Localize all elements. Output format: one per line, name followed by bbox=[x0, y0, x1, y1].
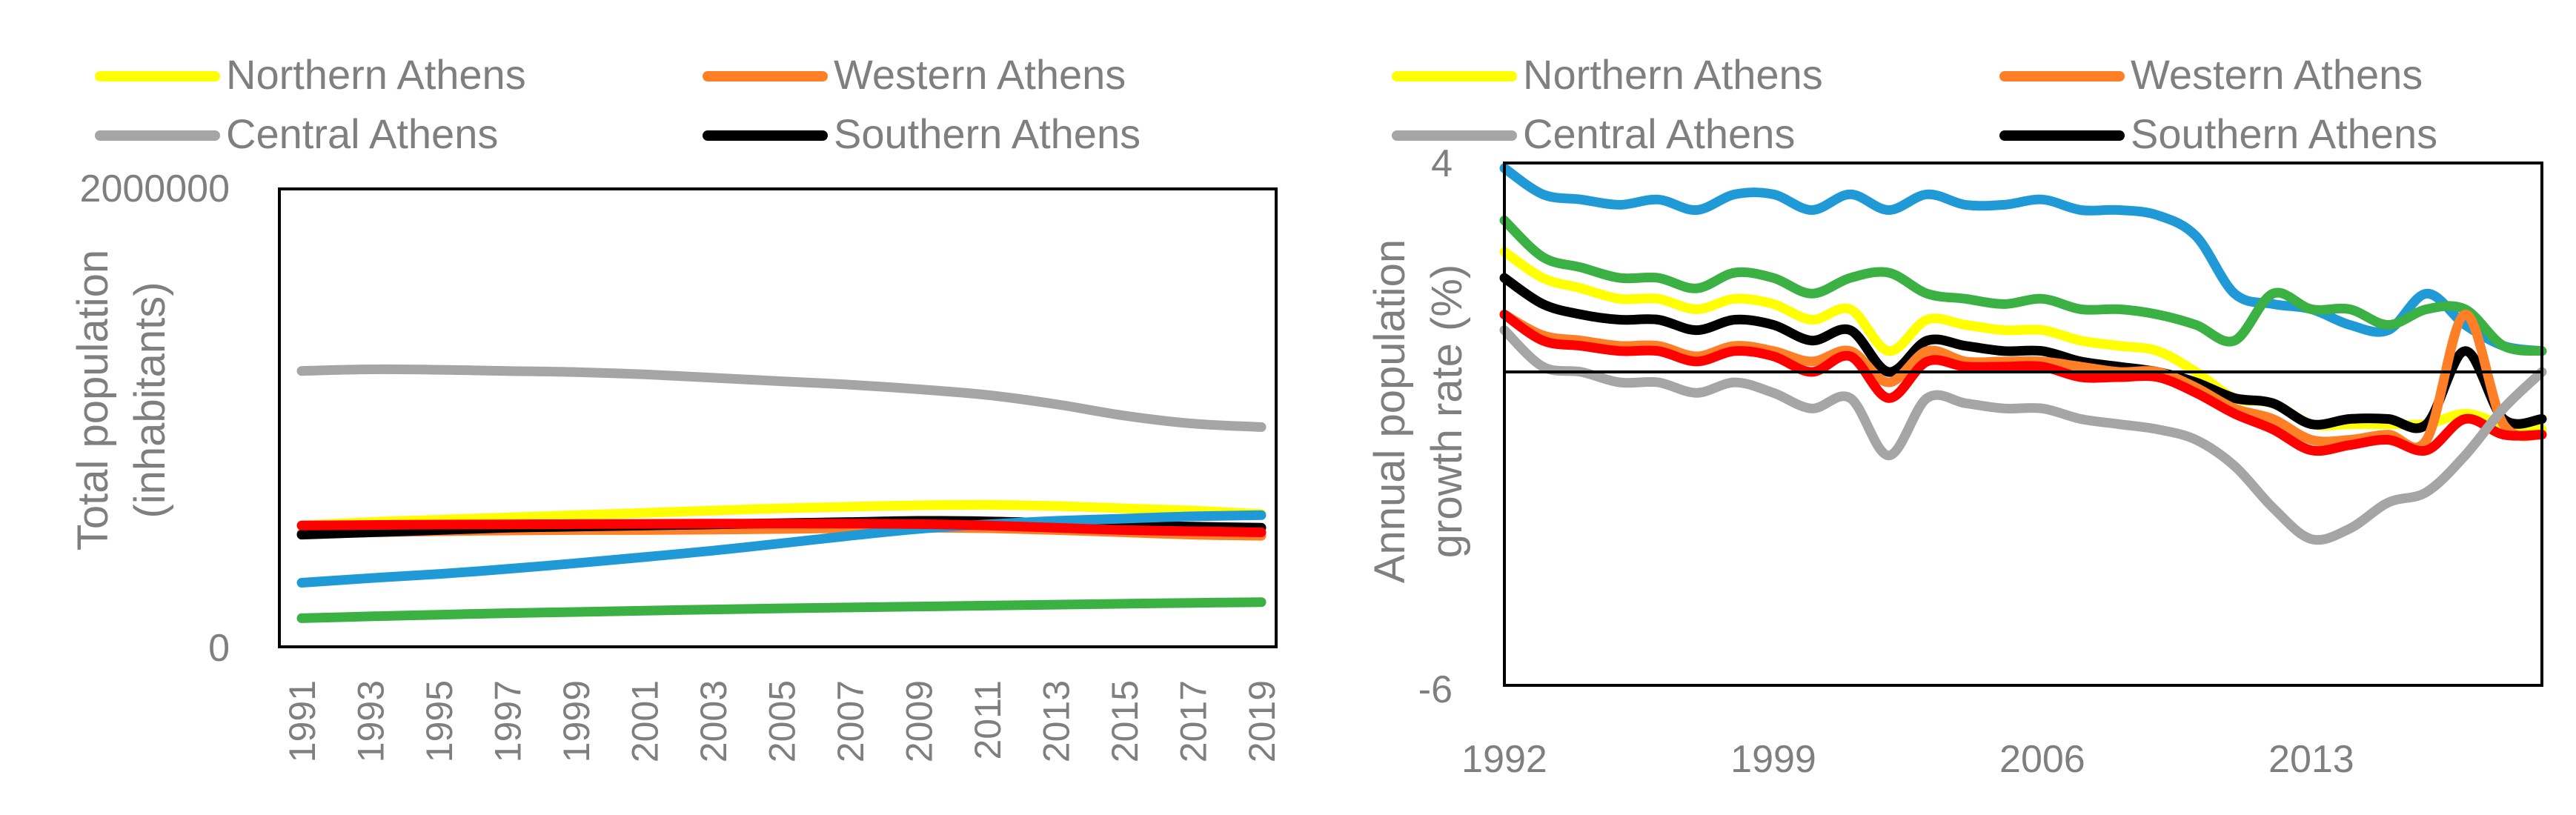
right-series-line-unlabeled-3bb043 bbox=[1499, 216, 2547, 356]
left-x-tick-label: 2003 bbox=[693, 680, 734, 762]
right-y-tick-label-bottom: -6 bbox=[1418, 668, 1453, 711]
left-x-tick-label: 2007 bbox=[830, 680, 872, 762]
right-x-tick-label: 1999 bbox=[1730, 738, 1816, 781]
left-x-tick-label: 2009 bbox=[899, 680, 940, 762]
left-x-tick-label: 1993 bbox=[351, 680, 392, 762]
left-series-line-unlabeled-3bb043 bbox=[296, 597, 1267, 623]
left-x-tick-label: 2005 bbox=[762, 680, 803, 762]
right-legend-label-western: Western Athens bbox=[2131, 51, 2423, 98]
right-series-line-southern-athens bbox=[1499, 273, 2547, 433]
right-x-tick-label: 1992 bbox=[1461, 738, 1547, 781]
left-legend: Northern Athens Western Athens Central A… bbox=[95, 51, 1141, 157]
right-y-axis-label-line2: growth rate (%) bbox=[1423, 265, 1471, 558]
right-legend: Northern Athens Western Athens Central A… bbox=[1392, 51, 2437, 157]
right-series-line-northern-athens bbox=[1499, 247, 2547, 434]
left-y-tick-label-bottom: 0 bbox=[208, 627, 230, 670]
left-legend-label-northern: Northern Athens bbox=[226, 51, 526, 98]
left-x-tick-labels: 1991 1993 1995 1997 1999 2001 2003 2005 2007 2009… bbox=[282, 680, 1283, 762]
right-legend-label-central: Central Athens bbox=[1523, 110, 1795, 157]
right-series-line-unlabeled-1f9ad6 bbox=[1499, 163, 2547, 356]
left-series-line-unlabeled-ff0000 bbox=[296, 519, 1267, 537]
right-chart: Northern Athens Western Athens Central A… bbox=[1366, 51, 2547, 781]
left-y-axis-label-line1: Total population bbox=[69, 250, 117, 550]
left-x-tick-label: 2011 bbox=[967, 680, 1009, 760]
left-series-line-central-athens bbox=[296, 364, 1267, 432]
left-series-line-unlabeled-1f9ad6 bbox=[296, 510, 1267, 588]
left-x-tick-label: 2019 bbox=[1241, 680, 1283, 762]
right-series-group bbox=[1499, 163, 2547, 545]
right-y-tick-label-top: 4 bbox=[1431, 142, 1453, 185]
left-y-axis-label-line2: (inhabitants) bbox=[126, 282, 174, 518]
right-series-line-unlabeled-ff0000 bbox=[1499, 310, 2547, 456]
left-legend-label-central: Central Athens bbox=[226, 110, 498, 157]
left-x-tick-label: 1995 bbox=[419, 680, 460, 762]
left-x-tick-label: 2015 bbox=[1104, 680, 1146, 762]
right-legend-label-southern: Southern Athens bbox=[2131, 110, 2437, 157]
left-x-tick-label: 2017 bbox=[1173, 680, 1215, 762]
left-series-line-northern-athens bbox=[296, 499, 1267, 530]
left-legend-label-western: Western Athens bbox=[834, 51, 1126, 98]
right-plot-frame bbox=[1503, 162, 2543, 687]
left-x-tick-label: 1999 bbox=[556, 680, 597, 762]
left-chart: Northern Athens Western Athens Central A… bbox=[69, 51, 1283, 762]
left-x-tick-label: 1997 bbox=[488, 680, 529, 762]
left-y-tick-label-top: 2000000 bbox=[80, 167, 230, 210]
left-x-tick-label: 1991 bbox=[282, 680, 323, 762]
right-legend-label-northern: Northern Athens bbox=[1523, 51, 1823, 98]
right-y-axis-label-line1: Annual population bbox=[1366, 239, 1414, 583]
left-plot-frame bbox=[278, 187, 1278, 648]
right-series-line-central-athens bbox=[1499, 325, 2547, 545]
left-series-group bbox=[296, 364, 1267, 623]
right-x-tick-labels: 1992 1999 2006 2013 bbox=[1461, 738, 2354, 781]
left-x-tick-label: 2013 bbox=[1036, 680, 1078, 762]
right-x-tick-label: 2006 bbox=[1999, 738, 2085, 781]
left-x-tick-label: 2001 bbox=[625, 680, 666, 762]
right-x-tick-label: 2013 bbox=[2268, 738, 2354, 781]
left-legend-label-southern: Southern Athens bbox=[834, 110, 1141, 157]
